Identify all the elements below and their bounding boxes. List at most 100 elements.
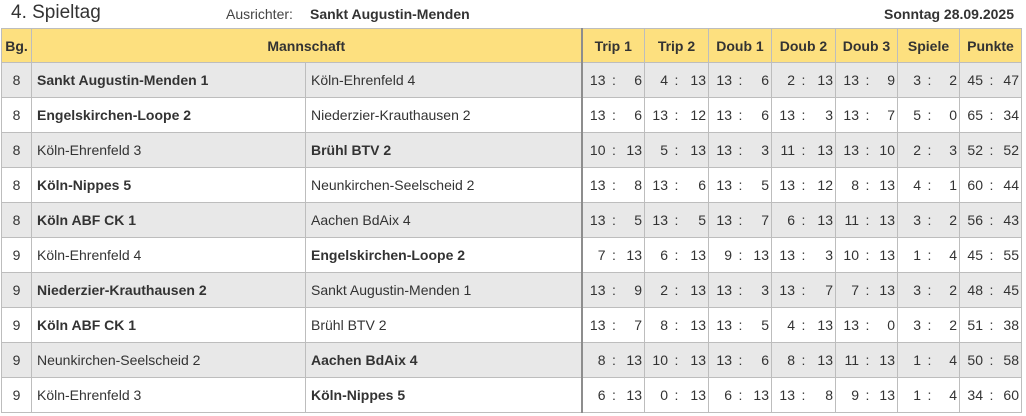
round-cell: 9 bbox=[1, 272, 32, 308]
score-separator: : bbox=[989, 212, 994, 228]
doub1-score: 13: 3 bbox=[710, 282, 771, 298]
table-row: 8 Sankt Augustin-Menden 1 Köln-Ehrenfeld 4… bbox=[1, 62, 1022, 98]
spiele-score: 2: 3 bbox=[899, 142, 959, 158]
punkte-score: 51:38 bbox=[961, 317, 1021, 333]
doub2-score: 8:13 bbox=[773, 352, 835, 368]
score-home: 56 bbox=[967, 212, 983, 228]
spiele-score: 3: 2 bbox=[899, 317, 959, 333]
punkte-score: 52:52 bbox=[961, 142, 1021, 158]
punkte-score-cell: 65:34 bbox=[959, 97, 1022, 133]
score-home: 6 bbox=[724, 387, 732, 403]
score-home: 10 bbox=[589, 142, 606, 158]
score-away: 2 bbox=[949, 212, 957, 228]
home-team-cell: Köln-Nippes 5 bbox=[31, 167, 306, 203]
score-separator: : bbox=[612, 142, 616, 158]
punkte-score: 34:60 bbox=[961, 387, 1021, 403]
score-away: 2 bbox=[949, 317, 957, 333]
trip2-score: 6:13 bbox=[646, 247, 708, 263]
score-separator: : bbox=[927, 142, 932, 158]
trip1-score-cell: 13: 6 bbox=[580, 62, 645, 98]
score-home: 13 bbox=[779, 282, 795, 298]
score-separator: : bbox=[865, 317, 870, 333]
home-team-cell: Niederzier-Krauthausen 2 bbox=[31, 272, 306, 308]
score-separator: : bbox=[738, 317, 743, 333]
score-separator: : bbox=[865, 212, 870, 228]
score-home: 13 bbox=[779, 107, 795, 123]
score-separator: : bbox=[927, 247, 932, 263]
score-home: 7 bbox=[597, 247, 606, 263]
score-separator: : bbox=[612, 72, 616, 88]
score-away: 4 bbox=[949, 387, 957, 403]
doub1-score-cell: 13: 3 bbox=[708, 132, 772, 168]
score-home: 13 bbox=[843, 107, 859, 123]
score-separator: : bbox=[674, 72, 679, 88]
score-away: 3 bbox=[949, 142, 957, 158]
score-home: 13 bbox=[843, 142, 859, 158]
score-away: 0 bbox=[949, 107, 957, 123]
round-cell: 9 bbox=[1, 307, 32, 343]
score-away: 3 bbox=[825, 107, 833, 123]
punkte-score: 45:55 bbox=[961, 247, 1021, 263]
score-home: 2 bbox=[660, 282, 668, 298]
score-away: 13 bbox=[817, 72, 833, 88]
score-away: 13 bbox=[626, 142, 642, 158]
score-away: 13 bbox=[690, 352, 706, 368]
doub2-score: 13: 8 bbox=[773, 387, 835, 403]
score-away: 13 bbox=[879, 247, 895, 263]
score-home: 2 bbox=[787, 72, 795, 88]
spiele-score: 3: 2 bbox=[899, 282, 959, 298]
score-separator: : bbox=[738, 107, 743, 123]
doub1-score-cell: 9:13 bbox=[708, 237, 772, 273]
trip2-score-cell: 10:13 bbox=[644, 342, 709, 378]
score-home: 13 bbox=[589, 72, 606, 88]
score-separator: : bbox=[612, 387, 616, 403]
away-team-cell: Köln-Nippes 5 bbox=[305, 377, 582, 413]
trip1-score: 13: 8 bbox=[584, 177, 644, 193]
score-home: 13 bbox=[589, 107, 606, 123]
score-separator: : bbox=[989, 107, 994, 123]
score-home: 13 bbox=[589, 212, 606, 228]
score-away: 7 bbox=[634, 317, 642, 333]
trip1-score-cell: 13: 8 bbox=[580, 167, 645, 203]
col-header-doub1: Doub 1 bbox=[708, 28, 772, 63]
score-home: 4 bbox=[913, 177, 921, 193]
doub3-score: 9:13 bbox=[837, 387, 897, 403]
trip1-score: 13: 6 bbox=[584, 107, 644, 123]
score-home: 8 bbox=[660, 317, 668, 333]
score-home: 8 bbox=[597, 352, 606, 368]
home-team-cell: Sankt Augustin-Menden 1 bbox=[31, 62, 306, 98]
col-header-spiele: Spiele bbox=[897, 28, 960, 63]
score-separator: : bbox=[674, 352, 679, 368]
score-away: 9 bbox=[634, 282, 642, 298]
score-separator: : bbox=[674, 177, 679, 193]
score-away: 13 bbox=[690, 387, 706, 403]
score-away: 12 bbox=[690, 107, 706, 123]
score-home: 13 bbox=[716, 317, 732, 333]
trip1-score: 10:13 bbox=[584, 142, 644, 158]
doub2-score: 2:13 bbox=[773, 72, 835, 88]
trip1-score: 7:13 bbox=[584, 247, 644, 263]
doub3-score-cell: 13: 7 bbox=[835, 97, 898, 133]
doub1-score: 13: 3 bbox=[710, 142, 771, 158]
doub3-score: 13: 9 bbox=[837, 72, 897, 88]
doub1-score-cell: 6:13 bbox=[708, 377, 772, 413]
score-home: 13 bbox=[843, 317, 859, 333]
score-home: 13 bbox=[716, 177, 732, 193]
score-away: 4 bbox=[949, 352, 957, 368]
punkte-score: 65:34 bbox=[961, 107, 1021, 123]
score-separator: : bbox=[612, 212, 616, 228]
score-separator: : bbox=[801, 72, 806, 88]
score-home: 5 bbox=[660, 142, 668, 158]
table-row: 9 Niederzier-Krauthausen 2 Sankt Augustin-… bbox=[1, 272, 1022, 308]
score-away: 13 bbox=[753, 247, 769, 263]
doub3-score: 13: 0 bbox=[837, 317, 897, 333]
score-home: 13 bbox=[589, 177, 606, 193]
score-home: 11 bbox=[844, 352, 859, 368]
doub1-score-cell: 13: 3 bbox=[708, 272, 772, 308]
ausrichter-value: Sankt Augustin-Menden bbox=[310, 6, 470, 22]
doub3-score-cell: 9:13 bbox=[835, 377, 898, 413]
score-home: 13 bbox=[779, 247, 795, 263]
score-away: 52 bbox=[1003, 142, 1019, 158]
score-away: 5 bbox=[698, 212, 706, 228]
